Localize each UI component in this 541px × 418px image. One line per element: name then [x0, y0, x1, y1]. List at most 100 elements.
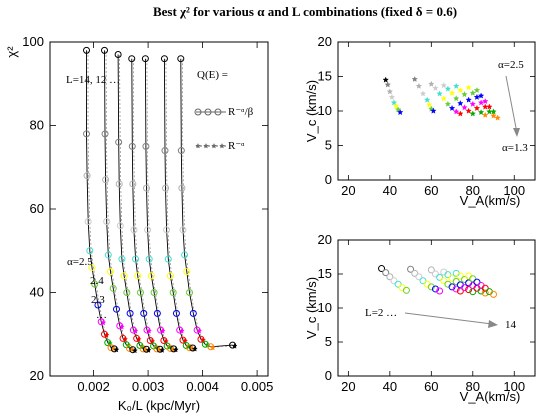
data-point-circle [481, 289, 489, 297]
data-point-star [448, 89, 456, 96]
data-point-circle [183, 268, 191, 276]
data-point-circle [147, 272, 155, 280]
data-point-star [477, 99, 485, 106]
y-tick-label: 20 [30, 368, 44, 383]
alpha-2.4-label: 2.4 [90, 275, 104, 287]
data-point-star [430, 107, 437, 114]
curve-star-L8 [133, 59, 162, 351]
data-point-circle [101, 130, 109, 138]
x-axis-label: V_A(km/s) [460, 389, 521, 404]
data-point-star [482, 111, 489, 118]
data-point-circle [189, 309, 197, 317]
data-point-star [384, 81, 391, 88]
alpha-2.3-label: 2.3 [91, 294, 105, 306]
data-point-circle [145, 255, 153, 263]
legend-circle-marker [214, 108, 222, 116]
data-point-circle [141, 55, 149, 63]
data-point-star [457, 86, 464, 93]
data-point-star [486, 108, 493, 115]
y-tick-label: 5 [325, 334, 332, 349]
x-tick-label: 60 [424, 379, 438, 394]
data-point-circle [134, 272, 142, 280]
curve-L4 [163, 58, 193, 349]
x-tick-label: 100 [503, 183, 525, 198]
y-tick-label: 20 [318, 34, 332, 49]
data-point-circle [452, 277, 460, 285]
data-point-star [113, 346, 120, 353]
curve-star-L14 [87, 50, 116, 350]
legend-star-marker [211, 142, 217, 149]
data-point-star [453, 95, 460, 102]
x-tick-label: 80 [466, 379, 480, 394]
data-point-circle [166, 272, 174, 280]
y-tick-label: 5 [325, 138, 332, 153]
data-point-circle [172, 309, 180, 317]
data-point-star [477, 92, 485, 99]
data-point-star [465, 107, 472, 114]
legend-star-marker [195, 142, 201, 149]
y-tick-label: 80 [30, 118, 44, 133]
data-point-circle [440, 277, 448, 285]
left-panel: 0.002 0.003 0.004 0.005 20 40 60 80 100 L=14, 12 … [4, 34, 273, 413]
data-point-circle [128, 55, 136, 63]
data-point-circle [402, 286, 410, 294]
data-point-circle [129, 180, 137, 188]
curve-L6 [144, 58, 174, 350]
data-point-circle [407, 265, 415, 273]
data-point-circle [83, 172, 91, 180]
y-tick-label: 40 [30, 285, 44, 300]
data-point-star [159, 327, 166, 334]
legend-title: Q(E) = [197, 69, 228, 81]
data-point-star [209, 344, 216, 351]
alpha-ellipsis: … [96, 309, 107, 321]
y-tick-label: 0 [325, 368, 332, 383]
data-point-circle [177, 55, 185, 63]
data-point-circle [116, 222, 124, 230]
data-point-star [135, 336, 142, 342]
data-point-star [482, 98, 489, 105]
data-point-circle [490, 290, 498, 298]
alpha-arrow [505, 75, 518, 134]
data-point-star [191, 345, 198, 352]
data-point-circle [88, 263, 96, 271]
data-point-circle [394, 280, 402, 288]
data-point-star [469, 89, 476, 96]
data-point-star [103, 332, 110, 338]
curve-L2 [180, 58, 233, 348]
data-point-star [490, 108, 497, 115]
data-point-circle [452, 285, 460, 293]
y-axis-label: V_c (km/s) [304, 277, 319, 339]
data-point-circle [444, 271, 452, 279]
data-point-star [145, 347, 152, 353]
data-point-circle [378, 265, 386, 273]
alpha-top-label: α=2.5 [498, 59, 524, 71]
data-point-star [424, 96, 431, 103]
legend-star-marker [203, 142, 209, 149]
data-point-star [453, 82, 460, 89]
data-point-star [465, 84, 472, 91]
data-point-circle [436, 273, 444, 281]
data-point-star [461, 104, 468, 111]
data-point-circle [142, 142, 150, 150]
L-end-label: 14 [505, 319, 517, 331]
data-point-circle [177, 147, 185, 155]
data-point-star [100, 319, 107, 326]
data-point-star [469, 100, 476, 107]
data-point-star [118, 323, 125, 330]
data-point-circle [86, 247, 94, 255]
data-point-circle [431, 285, 439, 293]
data-point-circle [109, 284, 117, 292]
data-point-star [159, 347, 166, 353]
data-point-circle [431, 270, 439, 278]
data-point-circle [102, 176, 110, 184]
data-point-circle [382, 269, 390, 277]
data-point-circle [448, 274, 456, 282]
x-tick-label: 20 [341, 183, 355, 198]
data-point-star [390, 99, 398, 106]
x-tick-label: 0.004 [186, 379, 219, 394]
L-arrow [404, 312, 493, 325]
y-tick-label: 15 [318, 69, 332, 84]
data-point-circle [115, 180, 123, 188]
plot-frame [49, 41, 269, 377]
